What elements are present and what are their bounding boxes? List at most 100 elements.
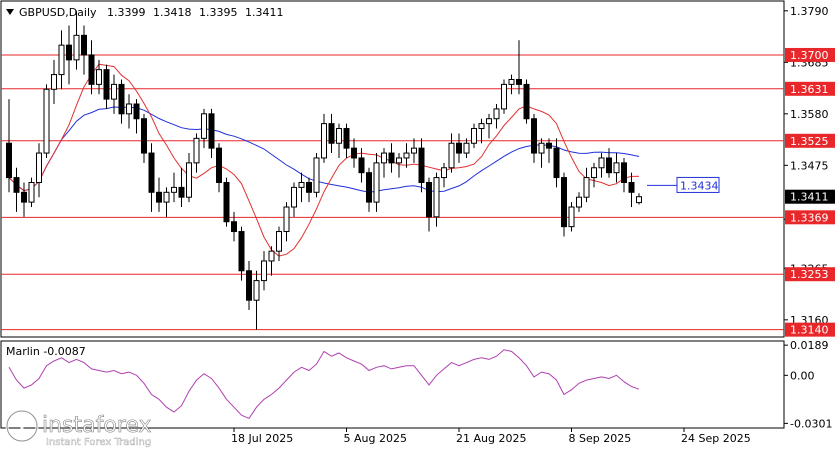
candle-45 — [343, 123, 350, 158]
candle-71 — [538, 138, 545, 168]
ohlc-open: 1.3399 — [107, 6, 146, 19]
candle-24 — [186, 153, 192, 203]
marlin-tick-2: -0.0301 — [790, 417, 832, 430]
candle-33 — [253, 270, 260, 330]
candle-37 — [283, 202, 290, 242]
svg-text:1.3411: 1.3411 — [790, 191, 829, 204]
candle-66 — [501, 79, 507, 114]
candles — [6, 10, 642, 330]
svg-text:1.3253: 1.3253 — [790, 268, 829, 281]
candle-10 — [81, 25, 87, 75]
candle-28 — [216, 143, 222, 193]
candle-4 — [36, 143, 42, 198]
candle-30 — [231, 211, 237, 242]
candle-11 — [88, 40, 95, 95]
svg-text:1.3525: 1.3525 — [790, 135, 829, 148]
svg-text:1.3700: 1.3700 — [790, 49, 829, 62]
candle-73 — [553, 138, 560, 188]
candle-7 — [58, 30, 65, 90]
main-plot-frame — [0, 0, 785, 338]
ohlc-low: 1.3395 — [199, 6, 238, 19]
candle-72 — [546, 138, 552, 163]
candle-75 — [568, 202, 575, 232]
marlin-tick-0: 0.0189 — [790, 339, 829, 352]
candle-77 — [583, 167, 590, 203]
svg-text:1.3631: 1.3631 — [790, 83, 829, 96]
candle-65 — [493, 104, 500, 129]
level-tag-1: 1.3631 — [785, 81, 835, 96]
date-tick-0: 18 Jul 2025 — [231, 432, 293, 445]
time-axis: 18 Jul 2025 5 Aug 2025 21 Aug 2025 8 Sep 20… — [231, 428, 751, 445]
candle-74 — [561, 172, 567, 237]
candle-78 — [591, 162, 597, 188]
candle-39 — [298, 172, 305, 203]
candle-67 — [508, 74, 515, 95]
candle-60 — [456, 133, 462, 163]
svg-text:1.3140: 1.3140 — [790, 324, 829, 337]
candle-18 — [141, 113, 147, 163]
instaforex-logo: instaforex Instant Forex Trading — [5, 409, 152, 448]
candle-79 — [598, 153, 605, 178]
candle-56 — [426, 177, 432, 232]
candle-26 — [201, 108, 207, 149]
candle-20 — [156, 177, 162, 212]
marlin-label: Marlin -0.0087 — [6, 345, 86, 358]
marlin-tick-1: 0.00 — [790, 369, 815, 382]
logo-brand: instaforex — [42, 413, 152, 438]
candle-3 — [28, 177, 35, 208]
candle-50 — [381, 148, 387, 178]
marlin-indicator — [8, 349, 640, 420]
candle-52 — [396, 153, 402, 178]
candle-69 — [523, 79, 530, 124]
price-tick-2: 1.3580 — [790, 108, 829, 121]
candle-46 — [351, 138, 357, 168]
level-tag-4: 1.3253 — [785, 267, 835, 282]
candle-31 — [238, 226, 245, 281]
dropdown-triangle-icon[interactable] — [6, 9, 14, 15]
date-tick-3: 8 Sep 2025 — [569, 432, 632, 445]
indicator-plot-frame — [0, 340, 785, 429]
candle-57 — [433, 172, 440, 227]
candle-9 — [73, 10, 80, 70]
level-tag-5: 1.3140 — [785, 322, 835, 337]
candle-42 — [321, 113, 327, 163]
candle-17 — [133, 99, 140, 134]
candle-2 — [21, 182, 27, 217]
candle-34 — [261, 251, 267, 291]
candle-49 — [373, 153, 380, 212]
date-tick-4: 24 Sep 2025 — [681, 432, 751, 445]
candle-47 — [358, 148, 365, 183]
candle-58 — [441, 162, 447, 188]
candle-8 — [66, 25, 72, 85]
price-tags: 1.3700 1.3631 1.3525 1.3369 1.3253 1.3140 1.34… — [647, 47, 835, 337]
candle-27 — [208, 108, 215, 158]
candle-68 — [516, 40, 522, 95]
level-tag-3: 1.3369 — [785, 210, 835, 225]
candle-19 — [148, 143, 155, 212]
fast-ma-line — [8, 63, 640, 257]
ohlc-high: 1.3418 — [153, 6, 192, 19]
logo-emblem-icon — [5, 409, 39, 443]
candle-36 — [276, 226, 282, 261]
candle-82 — [621, 157, 627, 193]
candle-81 — [613, 153, 620, 183]
candle-12 — [96, 59, 102, 95]
candle-55 — [418, 138, 425, 193]
candle-61 — [463, 138, 470, 158]
candle-62 — [471, 123, 477, 149]
support-resistance-levels — [1, 54, 784, 331]
candle-54 — [411, 138, 417, 163]
candle-44 — [336, 123, 342, 158]
current-price-tag: 1.3411 — [785, 189, 835, 204]
price-tick-3: 1.3475 — [790, 159, 829, 172]
candle-41 — [313, 153, 320, 198]
level-tag-0: 1.3700 — [785, 47, 835, 62]
candle-84 — [636, 193, 642, 205]
candle-80 — [606, 148, 612, 178]
candle-38 — [291, 182, 297, 217]
ohlc-close: 1.3411 — [245, 6, 284, 19]
candle-63 — [478, 118, 485, 144]
candle-32 — [246, 260, 252, 311]
